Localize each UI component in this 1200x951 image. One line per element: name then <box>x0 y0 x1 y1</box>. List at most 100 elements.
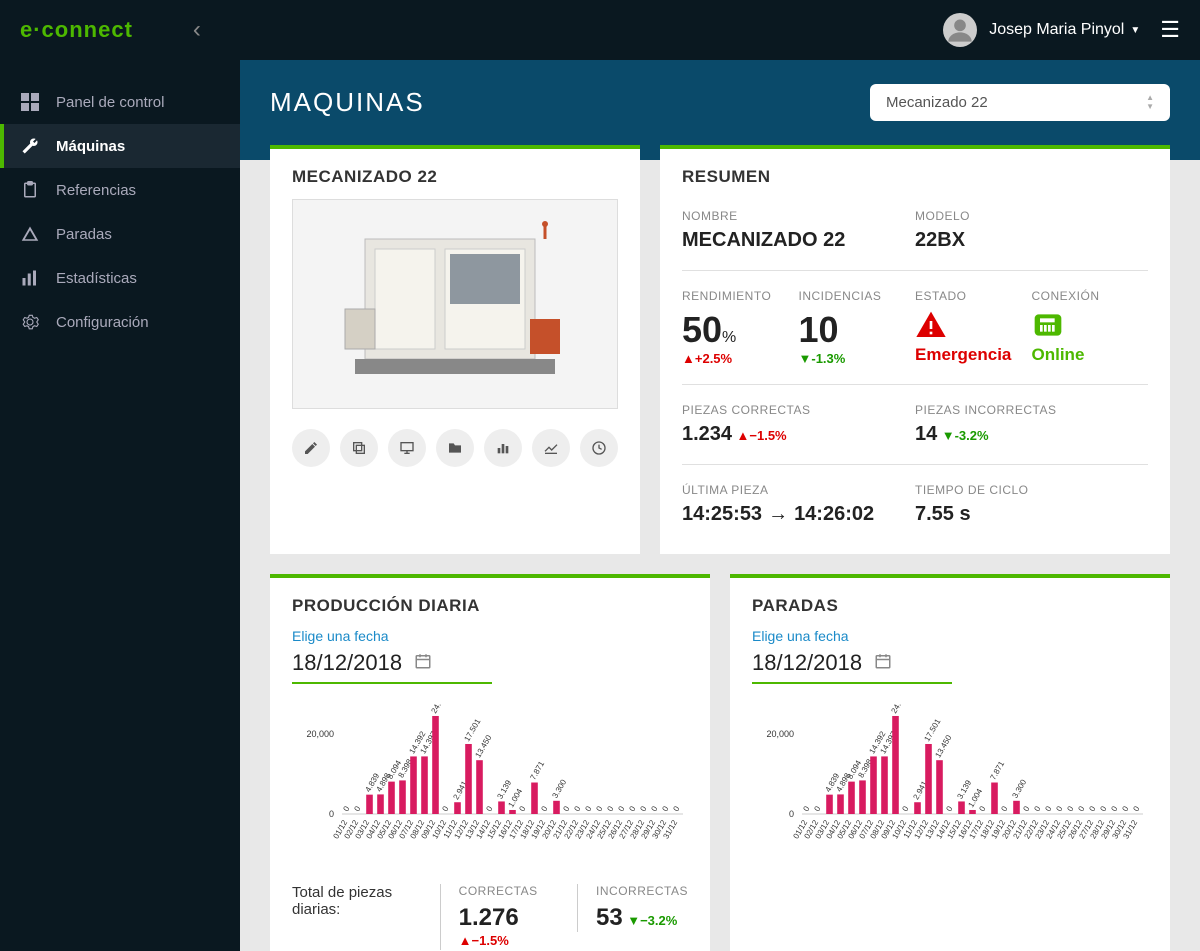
sidebar-item-configuracion[interactable]: Configuración <box>0 300 240 344</box>
svg-text:0: 0 <box>1120 804 1130 813</box>
folder-button[interactable] <box>436 429 474 467</box>
copy-button[interactable] <box>340 429 378 467</box>
machine-card-title: MECANIZADO 22 <box>292 167 618 187</box>
produccion-card: PRODUCCIÓN DIARIA Elige una fecha 18/12/… <box>270 574 710 951</box>
produccion-chart: 20,0000001/12002/124.83903/124.89804/128… <box>292 704 688 854</box>
svg-text:0: 0 <box>812 804 822 813</box>
sidebar-item-label: Referencias <box>56 182 136 199</box>
calendar-icon <box>874 652 892 675</box>
stepper-icon: ▲▼ <box>1146 94 1154 111</box>
ultima-pieza-label: ÚLTIMA PIEZA <box>682 483 915 497</box>
network-icon <box>1032 309 1064 341</box>
svg-text:0: 0 <box>583 804 593 813</box>
paradas-date-value: 18/12/2018 <box>752 650 862 676</box>
ultima-pieza-value: 14:25:53→14:26:02 <box>682 503 915 526</box>
svg-text:0: 0 <box>605 804 615 813</box>
svg-text:3.300: 3.300 <box>550 777 568 799</box>
svg-text:0: 0 <box>1021 804 1031 813</box>
svg-text:0: 0 <box>1098 804 1108 813</box>
avatar[interactable] <box>943 13 977 47</box>
estado-value: Emergencia <box>915 345 1032 365</box>
conexion-label: CONEXIÓN <box>1032 289 1149 303</box>
produccion-date-picker[interactable]: 18/12/2018 <box>292 650 492 684</box>
line-chart-button[interactable] <box>532 429 570 467</box>
svg-text:0: 0 <box>1109 804 1119 813</box>
produccion-date-label: Elige una fecha <box>292 628 688 644</box>
nombre-value: MECANIZADO 22 <box>682 229 915 252</box>
svg-text:0: 0 <box>352 804 362 813</box>
svg-text:0: 0 <box>1076 804 1086 813</box>
sidebar-item-label: Configuración <box>56 314 149 331</box>
sidebar-item-label: Estadísticas <box>56 270 137 287</box>
sidebar-item-label: Paradas <box>56 226 112 243</box>
nombre-label: NOMBRE <box>682 209 915 223</box>
sidebar-item-label: Máquinas <box>56 138 125 155</box>
menu-button[interactable]: ☰ <box>1160 17 1180 43</box>
rendimiento-label: RENDIMIENTO <box>682 289 799 303</box>
sidebar-item-panel[interactable]: Panel de control <box>0 80 240 124</box>
tiempo-ciclo-label: TIEMPO DE CICLO <box>915 483 1148 497</box>
svg-text:13.450: 13.450 <box>933 733 953 759</box>
alert-icon <box>915 309 947 341</box>
machine-actions <box>292 429 618 467</box>
svg-text:0: 0 <box>649 804 659 813</box>
svg-text:0: 0 <box>329 809 334 819</box>
correctas-label: CORRECTAS <box>459 884 547 898</box>
edit-button[interactable] <box>292 429 330 467</box>
svg-text:0: 0 <box>1054 804 1064 813</box>
svg-text:0: 0 <box>1087 804 1097 813</box>
sidebar-item-estadisticas[interactable]: Estadísticas <box>0 256 240 300</box>
svg-text:17.501: 17.501 <box>462 717 482 743</box>
page-title: MAQUINAS <box>270 87 425 118</box>
sidebar-item-paradas[interactable]: Paradas <box>0 212 240 256</box>
svg-text:0: 0 <box>801 804 811 813</box>
incidencias-delta: ▼-1.3% <box>799 351 916 366</box>
svg-text:0: 0 <box>1065 804 1075 813</box>
clock-button[interactable] <box>580 429 618 467</box>
modelo-label: MODELO <box>915 209 1148 223</box>
paradas-date-picker[interactable]: 18/12/2018 <box>752 650 952 684</box>
svg-text:0: 0 <box>341 804 351 813</box>
sidebar-item-maquinas[interactable]: Máquinas <box>0 124 240 168</box>
sidebar-item-label: Panel de control <box>56 94 164 111</box>
svg-text:0: 0 <box>440 804 450 813</box>
warning-icon <box>20 224 40 244</box>
svg-text:0: 0 <box>999 804 1009 813</box>
svg-text:0: 0 <box>789 809 794 819</box>
svg-text:0: 0 <box>944 804 954 813</box>
modelo-value: 22BX <box>915 229 1148 252</box>
estado-label: ESTADO <box>915 289 1032 303</box>
svg-text:0: 0 <box>616 804 626 813</box>
rendimiento-value: 50% <box>682 309 799 351</box>
svg-text:20,000: 20,000 <box>306 729 334 739</box>
machine-selector[interactable]: Mecanizado 22 ▲▼ <box>870 84 1170 121</box>
svg-text:13.450: 13.450 <box>473 733 493 759</box>
user-dropdown-caret[interactable]: ▼ <box>1130 25 1140 36</box>
svg-text:0: 0 <box>627 804 637 813</box>
piezas-correctas-value: 1.234 ▲−1.5% <box>682 423 915 446</box>
back-button[interactable]: ‹ <box>193 16 201 44</box>
summary-card: RESUMEN NOMBRE MECANIZADO 22 MODELO 22BX <box>660 145 1170 554</box>
svg-text:0: 0 <box>1032 804 1042 813</box>
svg-text:7.871: 7.871 <box>988 759 1006 781</box>
username[interactable]: Josep Maria Pinyol <box>989 21 1124 39</box>
svg-text:20,000: 20,000 <box>766 729 794 739</box>
incidencias-label: INCIDENCIAS <box>799 289 916 303</box>
monitor-button[interactable] <box>388 429 426 467</box>
sidebar-item-referencias[interactable]: Referencias <box>0 168 240 212</box>
topbar: e·connect ‹ Josep Maria Pinyol ▼ ☰ <box>0 0 1200 60</box>
wrench-icon <box>20 136 40 156</box>
machine-image <box>292 199 618 409</box>
brand-logo: e·connect <box>20 17 133 43</box>
svg-text:0: 0 <box>539 804 549 813</box>
sidebar: Panel de control Máquinas Referencias Pa… <box>0 60 240 951</box>
paradas-date-label: Elige una fecha <box>752 628 1148 644</box>
correctas-value: 1.276 ▲−1.5% <box>459 904 547 950</box>
summary-title: RESUMEN <box>682 167 1148 187</box>
svg-text:24.505: 24.505 <box>889 704 909 715</box>
svg-text:24.505: 24.505 <box>429 704 449 715</box>
bar-chart-button[interactable] <box>484 429 522 467</box>
svg-text:0: 0 <box>517 804 527 813</box>
produccion-title: PRODUCCIÓN DIARIA <box>292 596 688 616</box>
gear-icon <box>20 312 40 332</box>
